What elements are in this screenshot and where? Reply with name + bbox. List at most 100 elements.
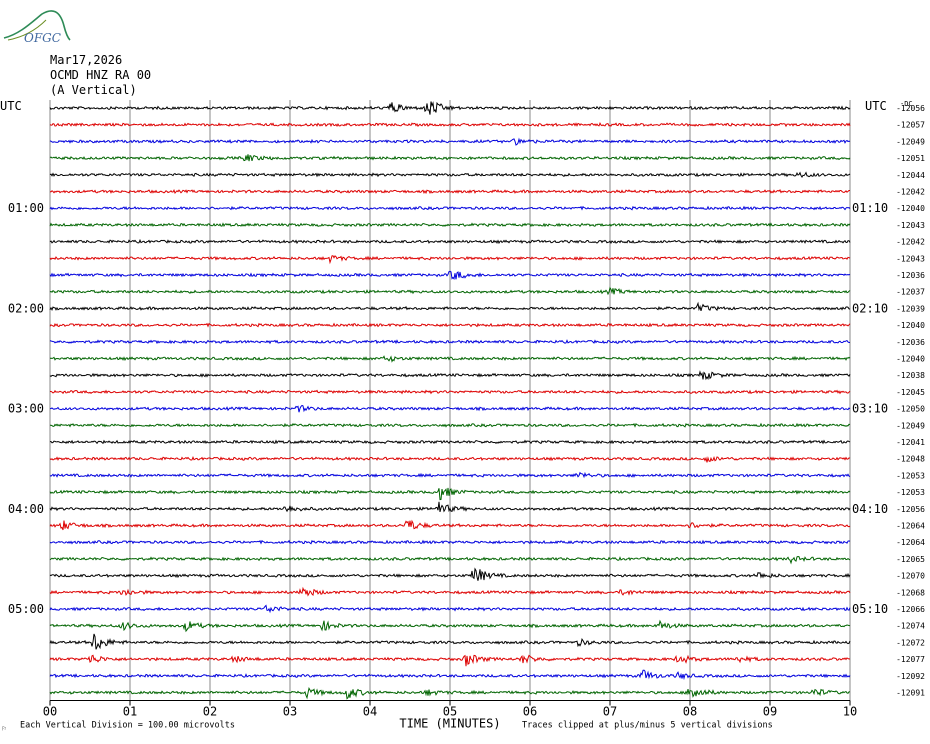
x-tick-label: 08 xyxy=(683,705,697,719)
seismic-trace xyxy=(49,222,851,228)
dc-offset-label: -12036 xyxy=(896,338,925,347)
dc-offset-label: -12044 xyxy=(896,171,925,180)
dc-header-label: -DC xyxy=(900,100,913,108)
seismic-trace xyxy=(49,539,851,545)
ofgc-logo: OFGC xyxy=(2,4,72,48)
dc-offset-label: -12068 xyxy=(896,588,925,597)
dc-offset-label: -12040 xyxy=(896,204,925,213)
dc-offset-label: -12074 xyxy=(896,622,925,631)
seismic-trace xyxy=(49,455,851,463)
left-time-label: 01:00 xyxy=(8,201,44,215)
dc-offset-label: -12091 xyxy=(896,689,925,698)
seismic-trace xyxy=(49,270,851,281)
right-time-label: 03:10 xyxy=(852,402,888,416)
seismic-trace xyxy=(49,586,851,597)
left-time-label: 03:00 xyxy=(8,402,44,416)
dc-offset-label: -12050 xyxy=(896,405,925,414)
station-label: OCMD HNZ RA 00 xyxy=(50,68,152,82)
date-label: Mar17,2026 xyxy=(50,53,123,67)
seismic-trace xyxy=(49,619,851,633)
dc-offset-label: -12066 xyxy=(896,605,925,614)
svg-text:OFGC: OFGC xyxy=(24,31,61,44)
dc-offset-label: -12049 xyxy=(896,137,925,146)
seismic-trace xyxy=(49,122,851,128)
dc-offset-label: -12072 xyxy=(896,638,925,647)
left-time-label: 04:00 xyxy=(8,502,44,516)
seismic-trace xyxy=(49,519,851,531)
right-time-label: 05:10 xyxy=(852,602,888,616)
seismic-trace xyxy=(49,286,851,296)
seismic-trace xyxy=(49,339,850,345)
seismic-trace xyxy=(49,370,851,381)
dc-offset-label: -12064 xyxy=(896,538,925,547)
left-time-label: 05:00 xyxy=(8,602,44,616)
dc-offset-label: -12057 xyxy=(896,121,925,130)
dc-offset-label: -12041 xyxy=(896,438,925,447)
x-tick-label: 07 xyxy=(603,705,617,719)
seismic-trace xyxy=(49,404,851,413)
dc-offset-label: -12040 xyxy=(896,355,925,364)
dc-offset-label: -12053 xyxy=(896,488,925,497)
footnote-clip: Traces clipped at plus/minus 5 vertical … xyxy=(522,721,773,731)
seismic-trace xyxy=(49,171,851,178)
dc-offset-label: -12056 xyxy=(896,505,925,514)
seismic-trace xyxy=(49,301,851,312)
x-tick-label: 05 xyxy=(443,705,457,719)
x-tick-label: 03 xyxy=(283,705,297,719)
dc-offset-label: -12056 xyxy=(896,104,925,113)
seismic-trace xyxy=(49,439,851,445)
corner-mark: ⚐ xyxy=(2,725,6,733)
x-tick-label: 01 xyxy=(123,705,137,719)
dc-offset-label: -12037 xyxy=(896,288,925,297)
seismic-trace xyxy=(49,154,851,162)
seismic-trace xyxy=(49,555,851,565)
footnote-scale: Each Vertical Division = 100.00 microvol… xyxy=(20,721,235,731)
seismic-trace xyxy=(49,567,851,581)
dc-offset-label: -12092 xyxy=(896,672,925,681)
dc-offset-label: -12077 xyxy=(896,655,925,664)
seismic-trace xyxy=(49,669,851,681)
dc-offset-label: -12070 xyxy=(896,572,925,581)
x-tick-label: 00 xyxy=(43,705,57,719)
x-tick-label: 04 xyxy=(363,705,377,719)
component-label: (A Vertical) xyxy=(50,83,137,97)
seismic-trace xyxy=(49,101,851,115)
dc-offset-label: -12064 xyxy=(896,522,925,531)
dc-offset-label: -12042 xyxy=(896,238,925,247)
dc-offset-label: -12042 xyxy=(896,188,925,197)
dc-offset-label: -12049 xyxy=(896,421,925,430)
seismic-trace xyxy=(49,188,850,195)
seismic-trace xyxy=(49,471,851,479)
dc-offset-label: -12045 xyxy=(896,388,925,397)
x-tick-label: 09 xyxy=(763,705,777,719)
seismic-trace xyxy=(49,501,851,513)
x-tick-label: 10 xyxy=(843,705,857,719)
seismic-trace xyxy=(49,686,851,700)
dc-offset-label: -12038 xyxy=(896,371,925,380)
dc-offset-label: -12051 xyxy=(896,154,925,163)
right-time-label: 01:10 xyxy=(852,201,888,215)
dc-offset-label: -12043 xyxy=(896,221,925,230)
x-tick-label: 02 xyxy=(203,705,217,719)
utc-right-label: UTC xyxy=(865,99,887,113)
seismic-trace xyxy=(49,238,851,245)
dc-offset-label: -12053 xyxy=(896,471,925,480)
x-axis-title: TIME (MINUTES) xyxy=(399,717,500,731)
seismic-trace xyxy=(49,322,851,328)
seismic-trace xyxy=(49,205,851,211)
dc-offset-label: -12036 xyxy=(896,271,925,280)
seismic-trace xyxy=(49,355,851,363)
seismic-trace xyxy=(49,633,851,650)
right-time-label: 02:10 xyxy=(852,301,888,315)
seismic-trace xyxy=(49,137,851,146)
x-tick-label: 06 xyxy=(523,705,537,719)
dc-offset-label: -12040 xyxy=(896,321,925,330)
dc-offset-label: -12065 xyxy=(896,555,925,564)
utc-left-label: UTC xyxy=(0,99,22,113)
seismic-trace xyxy=(49,604,851,614)
seismic-trace xyxy=(49,389,851,395)
dc-offset-label: -12043 xyxy=(896,254,925,263)
left-time-label: 02:00 xyxy=(8,301,44,315)
right-time-label: 04:10 xyxy=(852,502,888,516)
